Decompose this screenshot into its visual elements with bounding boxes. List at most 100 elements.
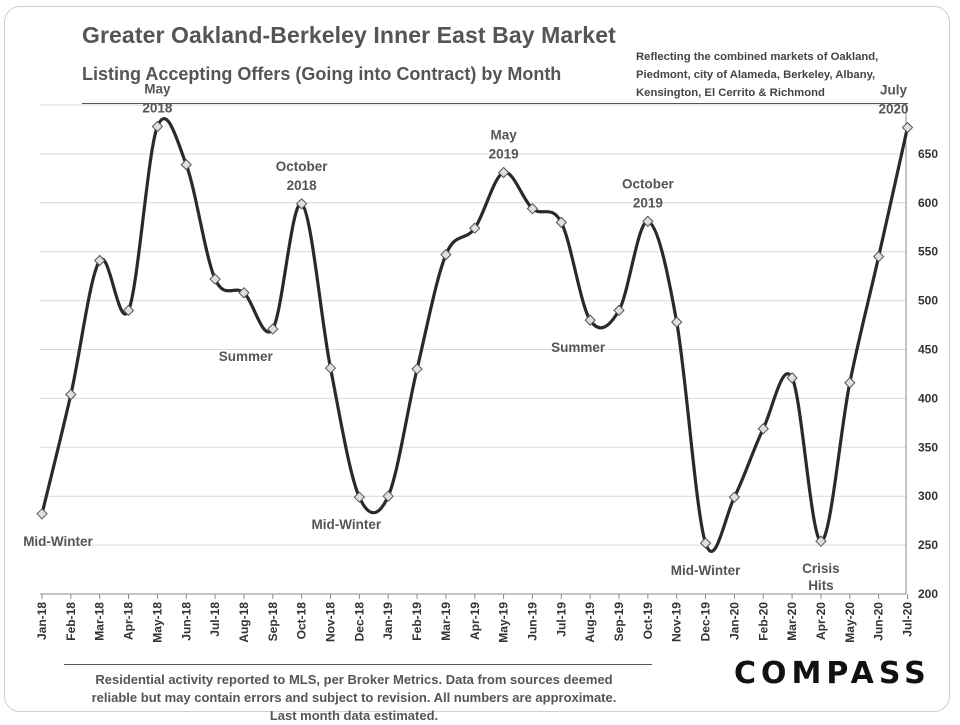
- data-point: [353, 491, 366, 503]
- annotation-label: 2018: [287, 178, 318, 193]
- data-point: [584, 314, 596, 326]
- annotation-label: 2020: [878, 101, 908, 116]
- x-tick-label: Jun-18: [179, 602, 193, 641]
- y-tick-label: 200: [918, 587, 938, 601]
- x-tick-label: Feb-20: [756, 602, 770, 641]
- y-tick-label: 600: [918, 196, 938, 210]
- footer-divider: [64, 664, 652, 665]
- annotation-label: Summer: [219, 349, 274, 364]
- x-tick-label: Oct-19: [641, 602, 655, 640]
- data-point: [901, 121, 914, 134]
- annotation-label: 2018: [142, 101, 173, 116]
- annotation-label: Summer: [551, 340, 606, 355]
- x-tick-label: Sep-19: [612, 602, 626, 642]
- annotation-label: May: [144, 82, 171, 97]
- annotation-label: July: [880, 82, 908, 97]
- annotation-label: 2019: [633, 195, 663, 210]
- y-tick-label: 650: [918, 147, 938, 161]
- annotation-label: May: [490, 127, 517, 142]
- x-tick-label: Jul-20: [901, 602, 915, 637]
- annotation-label: October: [622, 176, 675, 191]
- data-point: [872, 250, 885, 263]
- x-tick-label: Nov-18: [324, 602, 338, 642]
- y-tick-label: 250: [918, 538, 938, 552]
- data-point: [324, 362, 337, 374]
- data-point: [613, 304, 625, 317]
- data-point: [699, 537, 712, 549]
- market-note-line: Reflecting the combined markets of Oakla…: [636, 51, 879, 63]
- y-tick-label: 500: [918, 294, 938, 308]
- x-tick-label: May-18: [150, 602, 164, 643]
- y-tick-label: 350: [918, 440, 938, 454]
- data-point: [122, 304, 135, 317]
- x-tick-label: Mar-20: [785, 602, 799, 641]
- x-tick-label: Jun-19: [525, 602, 539, 641]
- annotation-label: Crisis: [802, 561, 840, 576]
- compass-logo: COMPASS: [734, 656, 931, 691]
- data-point: [65, 388, 77, 401]
- series-line: [40, 117, 910, 553]
- annotation-label: Mid-Winter: [312, 517, 382, 532]
- data-point: [36, 508, 48, 520]
- data-point: [469, 222, 481, 234]
- data-point: [238, 287, 250, 299]
- data-point: [151, 120, 164, 133]
- data-point: [93, 254, 106, 267]
- data-point: [815, 535, 827, 547]
- x-tick-label: Apr-19: [468, 602, 482, 640]
- x-tick-label: Mar-18: [93, 602, 107, 641]
- y-tick-label: 300: [918, 489, 938, 503]
- x-tick-label: Jan-18: [35, 602, 49, 640]
- chart-title: Greater Oakland-Berkeley Inner East Bay …: [82, 22, 616, 48]
- x-tick-label: May-19: [497, 602, 511, 643]
- x-tick-label: Jan-20: [727, 602, 741, 640]
- footnote-line: reliable but may contain errors and subj…: [91, 690, 617, 705]
- footnote-line: Last month data estimated.: [269, 708, 439, 723]
- x-tick-label: Mar-19: [439, 602, 453, 641]
- footnote-line: Residential activity reported to MLS, pe…: [95, 672, 613, 687]
- x-tick-label: Jul-18: [208, 602, 222, 637]
- data-point: [411, 363, 423, 375]
- x-tick-label: Aug-19: [583, 602, 597, 643]
- data-point: [786, 372, 798, 384]
- market-note-line: Kensington, El Cerrito & Richmond: [636, 87, 825, 99]
- annotation-label: Mid-Winter: [671, 563, 741, 578]
- y-tick-label: 550: [918, 245, 938, 259]
- data-point: [382, 490, 394, 502]
- x-tick-label: Jul-19: [554, 602, 568, 637]
- data-point: [642, 215, 654, 228]
- data-point: [670, 316, 683, 328]
- annotation-label: Hits: [808, 578, 834, 593]
- data-point: [844, 377, 856, 389]
- x-tick-label: Jun-20: [872, 602, 886, 641]
- y-tick-label: 450: [918, 343, 938, 357]
- x-tick-label: Dec-18: [352, 602, 366, 642]
- data-point: [180, 158, 192, 171]
- x-tick-label: Feb-19: [410, 602, 424, 641]
- data-point: [209, 273, 221, 285]
- x-tick-label: Sep-18: [266, 602, 280, 642]
- chart-subtitle: Listing Accepting Offers (Going into Con…: [82, 64, 562, 84]
- market-note-line: Piedmont, city of Alameda, Berkeley, Alb…: [636, 69, 876, 81]
- data-point: [526, 202, 539, 215]
- annotation-label: October: [276, 159, 329, 174]
- data-point: [267, 323, 279, 335]
- x-tick-label: Nov-19: [670, 602, 684, 642]
- data-point: [728, 491, 741, 503]
- data-point: [295, 198, 308, 210]
- source-footnote: Residential activity reported to MLS, pe…: [70, 671, 638, 725]
- data-point: [497, 166, 510, 179]
- annotation-label: Mid-Winter: [23, 534, 93, 549]
- annotation-label: 2019: [489, 146, 519, 161]
- x-tick-label: Feb-18: [64, 602, 78, 641]
- y-tick-label: 400: [918, 391, 938, 405]
- title-divider: [82, 103, 908, 104]
- data-point: [555, 216, 568, 229]
- x-tick-label: Dec-19: [699, 602, 713, 642]
- data-point: [757, 423, 769, 435]
- x-tick-label: Apr-18: [122, 602, 136, 640]
- data-point: [440, 248, 452, 261]
- market-note: Reflecting the combined markets of Oakla…: [636, 48, 936, 102]
- x-tick-label: Aug-18: [237, 602, 251, 643]
